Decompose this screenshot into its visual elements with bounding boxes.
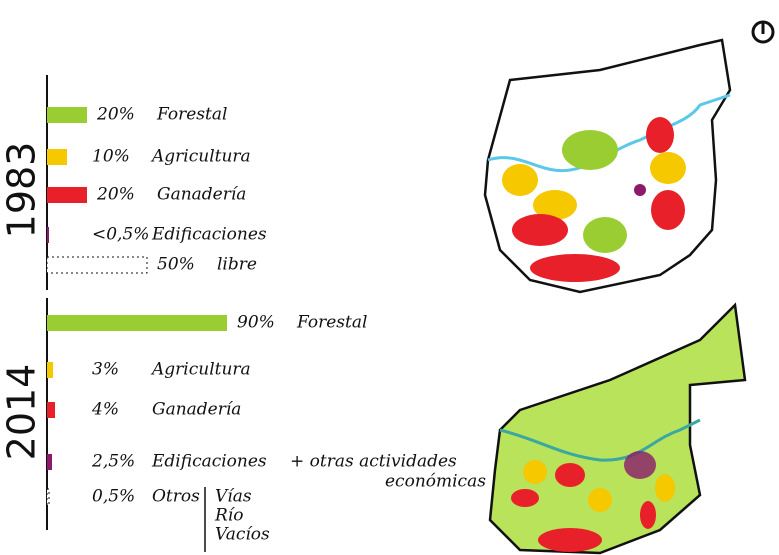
year-title: 1983 bbox=[0, 142, 44, 239]
value-label: 4% bbox=[91, 400, 119, 420]
bar bbox=[46, 488, 50, 506]
map-1983 bbox=[483, 38, 732, 294]
year-title: 2014 bbox=[0, 364, 44, 461]
page-icon bbox=[751, 20, 775, 44]
category-label: Forestal bbox=[296, 313, 367, 333]
bar bbox=[47, 402, 55, 418]
bar bbox=[47, 362, 53, 378]
category-label: Edificaciones bbox=[151, 452, 267, 472]
value-label: 90% bbox=[237, 313, 275, 333]
category-label: Agricultura bbox=[150, 360, 251, 380]
bar bbox=[47, 149, 67, 165]
bar bbox=[47, 187, 87, 203]
value-label: 20% bbox=[96, 185, 135, 205]
annotation: + otras actividades bbox=[290, 452, 457, 472]
value-label: 20% bbox=[96, 105, 135, 125]
value-label: <0,5% bbox=[92, 225, 149, 245]
map-2014 bbox=[488, 302, 747, 555]
annotation: económicas bbox=[385, 472, 486, 492]
category-label: Ganadería bbox=[157, 185, 246, 205]
value-label: 50% bbox=[157, 255, 195, 275]
category-label: Edificaciones bbox=[151, 225, 267, 245]
value-label: 10% bbox=[92, 147, 130, 167]
category-label: Otros bbox=[152, 487, 200, 507]
bar bbox=[47, 107, 87, 123]
note: Vacíos bbox=[215, 525, 270, 545]
category-label: Ganadería bbox=[152, 400, 241, 420]
category-label: Forestal bbox=[156, 105, 227, 125]
category-label: libre bbox=[217, 255, 257, 275]
bar bbox=[47, 227, 49, 243]
bar bbox=[46, 256, 148, 274]
bar bbox=[47, 454, 52, 470]
note: Vías bbox=[215, 487, 252, 507]
value-label: 3% bbox=[92, 360, 119, 380]
note: Río bbox=[214, 506, 243, 526]
bar bbox=[47, 315, 227, 331]
value-label: 0,5% bbox=[92, 487, 135, 507]
value-label: 2,5% bbox=[91, 452, 135, 472]
category-label: Agricultura bbox=[150, 147, 251, 167]
